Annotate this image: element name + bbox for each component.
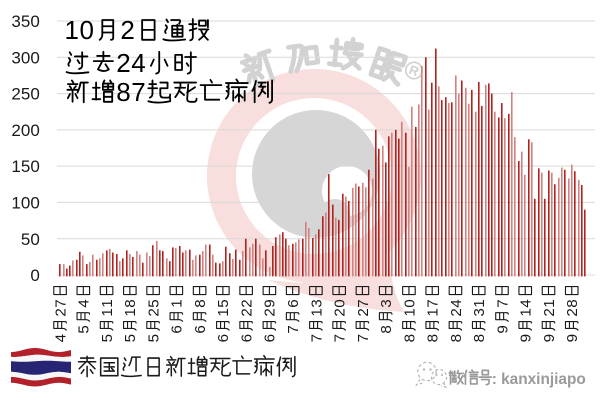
svg-text:5: 5 bbox=[122, 334, 139, 342]
svg-text:8: 8 bbox=[378, 325, 395, 333]
svg-text:6: 6 bbox=[169, 325, 186, 333]
svg-text:2: 2 bbox=[238, 299, 255, 307]
svg-text:1: 1 bbox=[99, 299, 116, 307]
svg-text:1: 1 bbox=[99, 308, 116, 316]
svg-text:300: 300 bbox=[11, 48, 39, 67]
svg-text:1: 1 bbox=[122, 308, 139, 316]
svg-text:2: 2 bbox=[120, 15, 134, 45]
svg-text:8: 8 bbox=[471, 334, 488, 342]
svg-text:4: 4 bbox=[518, 299, 535, 307]
svg-text:5: 5 bbox=[145, 299, 162, 307]
svg-text:7: 7 bbox=[355, 299, 372, 307]
svg-text:1: 1 bbox=[401, 308, 418, 316]
svg-text:5: 5 bbox=[145, 334, 162, 342]
svg-text:5: 5 bbox=[215, 299, 232, 307]
svg-text:8: 8 bbox=[192, 299, 209, 307]
svg-text:8: 8 bbox=[122, 299, 139, 307]
svg-text:9: 9 bbox=[564, 334, 581, 342]
svg-text:2: 2 bbox=[448, 308, 465, 316]
svg-text:2: 2 bbox=[262, 308, 279, 316]
svg-text:2: 2 bbox=[332, 308, 349, 316]
svg-text:3: 3 bbox=[471, 308, 488, 316]
svg-text:6: 6 bbox=[192, 325, 209, 333]
svg-text:3: 3 bbox=[378, 299, 395, 307]
svg-text:2: 2 bbox=[564, 308, 581, 316]
svg-text:1: 1 bbox=[518, 308, 535, 316]
svg-text:2: 2 bbox=[238, 308, 255, 316]
svg-text:8: 8 bbox=[401, 334, 418, 342]
svg-text:0: 0 bbox=[80, 15, 94, 45]
svg-text:4: 4 bbox=[76, 299, 93, 307]
svg-text:1: 1 bbox=[541, 299, 558, 307]
svg-text:7: 7 bbox=[425, 299, 442, 307]
svg-text:250: 250 bbox=[11, 85, 39, 104]
svg-text:2: 2 bbox=[541, 308, 558, 316]
svg-text:200: 200 bbox=[11, 121, 39, 140]
svg-text:2: 2 bbox=[52, 308, 69, 316]
svg-text:6: 6 bbox=[262, 334, 279, 342]
svg-text:8: 8 bbox=[425, 334, 442, 342]
svg-text:7: 7 bbox=[332, 334, 349, 342]
svg-text:3: 3 bbox=[308, 299, 325, 307]
svg-text:7: 7 bbox=[131, 77, 145, 107]
svg-text:7: 7 bbox=[494, 299, 511, 307]
svg-text:150: 150 bbox=[11, 157, 39, 176]
svg-text:: kanxinjiapo: : kanxinjiapo bbox=[493, 372, 587, 389]
svg-text:1: 1 bbox=[471, 299, 488, 307]
svg-text:6: 6 bbox=[238, 334, 255, 342]
svg-text:2: 2 bbox=[145, 308, 162, 316]
svg-text:9: 9 bbox=[541, 334, 558, 342]
svg-text:2: 2 bbox=[116, 48, 130, 78]
svg-text:8: 8 bbox=[448, 334, 465, 342]
svg-text:50: 50 bbox=[21, 230, 40, 249]
svg-text:7: 7 bbox=[285, 325, 302, 333]
svg-text:4: 4 bbox=[131, 48, 145, 78]
svg-text:5: 5 bbox=[99, 334, 116, 342]
svg-text:0: 0 bbox=[332, 299, 349, 307]
svg-text:5: 5 bbox=[76, 325, 93, 333]
svg-text:4: 4 bbox=[448, 299, 465, 307]
svg-text:100: 100 bbox=[11, 194, 39, 213]
svg-text:1: 1 bbox=[215, 308, 232, 316]
svg-text:: kanxinjiapo: : kanxinjiapo bbox=[492, 371, 586, 388]
svg-text:350: 350 bbox=[11, 12, 39, 31]
svg-text:1: 1 bbox=[308, 308, 325, 316]
svg-text:6: 6 bbox=[285, 299, 302, 307]
svg-text:9: 9 bbox=[518, 334, 535, 342]
svg-text:1: 1 bbox=[425, 308, 442, 316]
svg-text:7: 7 bbox=[355, 334, 372, 342]
svg-text:0: 0 bbox=[30, 266, 39, 285]
svg-text:7: 7 bbox=[52, 299, 69, 307]
svg-text:8: 8 bbox=[116, 77, 130, 107]
svg-text:6: 6 bbox=[215, 334, 232, 342]
svg-text:9: 9 bbox=[262, 299, 279, 307]
svg-text:1: 1 bbox=[169, 299, 186, 307]
svg-text:2: 2 bbox=[355, 308, 372, 316]
svg-text:0: 0 bbox=[401, 299, 418, 307]
svg-text:9: 9 bbox=[494, 325, 511, 333]
svg-text:4: 4 bbox=[52, 334, 69, 342]
svg-text:1: 1 bbox=[65, 15, 79, 45]
svg-text:8: 8 bbox=[564, 299, 581, 307]
svg-text:7: 7 bbox=[308, 334, 325, 342]
